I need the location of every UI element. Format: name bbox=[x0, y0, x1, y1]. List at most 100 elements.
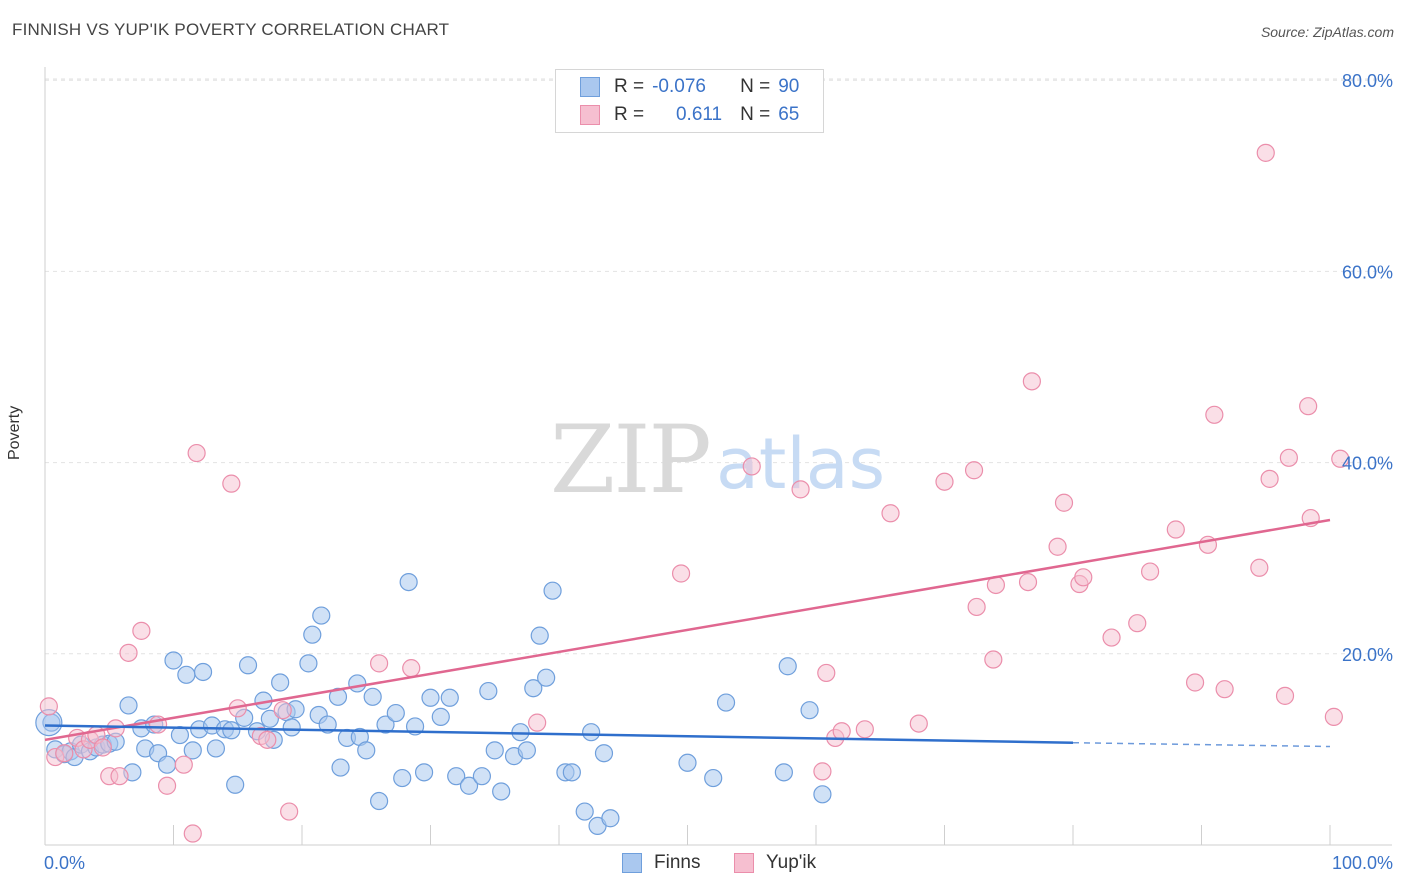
finns-legend-label: Finns bbox=[654, 852, 701, 873]
bottom-legend-yupik: Yup'ik bbox=[734, 852, 816, 874]
finns-point bbox=[492, 782, 511, 801]
yupik-point bbox=[183, 824, 202, 843]
finns-point bbox=[678, 753, 697, 772]
finns-point bbox=[357, 741, 376, 760]
finns-point bbox=[222, 721, 241, 740]
finns-n-label: N = bbox=[740, 76, 771, 97]
legend-row-finns: R = -0.076 N = 90 bbox=[556, 73, 799, 101]
finns-point bbox=[282, 718, 301, 737]
yupik-point bbox=[855, 720, 874, 739]
yupik-point bbox=[1166, 520, 1185, 539]
yupik-point bbox=[55, 744, 74, 763]
finns-point bbox=[177, 665, 196, 684]
yupik-point bbox=[1185, 673, 1205, 692]
finns-point bbox=[440, 688, 459, 707]
yupik-point bbox=[1018, 572, 1038, 592]
finns-point bbox=[421, 688, 440, 707]
yupik-point bbox=[671, 564, 691, 583]
yupik-point bbox=[935, 472, 954, 491]
yupik-trend-line bbox=[44, 518, 1331, 742]
y-tick-label: 60.0% bbox=[1342, 262, 1393, 282]
x-tick-label: 0.0% bbox=[44, 853, 85, 873]
finns-point bbox=[800, 701, 819, 720]
yupik-point bbox=[273, 701, 292, 720]
yupik-point bbox=[813, 762, 832, 781]
finns-point bbox=[447, 767, 466, 786]
yupik-point bbox=[742, 457, 761, 476]
yupik-point bbox=[1054, 493, 1074, 512]
finns-point bbox=[582, 723, 601, 742]
finns-point bbox=[157, 755, 177, 774]
finns-point bbox=[376, 715, 395, 734]
finns-point bbox=[393, 768, 412, 788]
yupik-point bbox=[119, 643, 138, 662]
watermark-zip: ZIP bbox=[550, 406, 710, 515]
yupik-point bbox=[39, 697, 58, 716]
source-credit: Source: ZipAtlas.com bbox=[1260, 24, 1394, 40]
yupik-point bbox=[1205, 405, 1224, 424]
finns-point bbox=[472, 767, 491, 786]
yupik-point bbox=[1022, 372, 1041, 391]
yupik-legend-label: Yup'ik bbox=[766, 852, 817, 873]
axes bbox=[44, 67, 1392, 846]
finns-point bbox=[206, 739, 226, 758]
finns-point bbox=[517, 741, 536, 760]
yupik-point bbox=[1275, 686, 1295, 705]
correlation-legend: R = -0.076 N = 90 R = 0.611 N = 65 bbox=[555, 69, 824, 133]
finns-point bbox=[386, 703, 405, 723]
yupik-point bbox=[110, 767, 129, 786]
finns-point bbox=[193, 662, 213, 682]
finns-point bbox=[704, 768, 723, 788]
yupik-point bbox=[174, 755, 193, 774]
yupik-legend-swatch bbox=[734, 853, 754, 873]
yupik-point bbox=[1102, 628, 1121, 647]
finns-trend-line bbox=[44, 724, 1074, 744]
finns-point bbox=[370, 791, 389, 811]
yupik-point bbox=[791, 480, 810, 499]
yupik-point bbox=[1250, 558, 1269, 577]
grid-lines bbox=[45, 78, 1392, 655]
tick-labels: 20.0% 40.0% 60.0% 80.0% 0.0% 100.0% bbox=[44, 71, 1393, 873]
finns-point bbox=[813, 785, 832, 804]
yupik-point bbox=[187, 443, 206, 463]
yupik-point bbox=[528, 713, 547, 732]
yupik-point bbox=[258, 730, 277, 749]
yupik-point bbox=[1256, 143, 1275, 162]
legend-row-yupik: R = 0.611 N = 65 bbox=[556, 101, 799, 129]
finns-point bbox=[431, 707, 450, 726]
finns-point bbox=[601, 809, 620, 828]
finns-point bbox=[328, 687, 348, 706]
y-tick-label: 40.0% bbox=[1342, 454, 1393, 474]
finns-point bbox=[562, 763, 581, 782]
yupik-point bbox=[402, 659, 421, 678]
yupik-point bbox=[280, 802, 299, 821]
finns-point bbox=[303, 625, 322, 644]
finns-point bbox=[170, 725, 190, 745]
bottom-legend-finns: Finns bbox=[622, 852, 700, 874]
finns-point bbox=[164, 651, 183, 670]
finns-point bbox=[260, 709, 279, 728]
finns-point bbox=[575, 802, 594, 821]
finns-swatch bbox=[580, 77, 600, 97]
finns-point bbox=[331, 758, 350, 777]
finns-points bbox=[35, 572, 832, 835]
finns-point bbox=[778, 657, 797, 676]
yupik-point bbox=[909, 714, 928, 733]
finns-n-value: 90 bbox=[778, 76, 800, 97]
yupik-n-label: N = bbox=[740, 104, 771, 125]
yupik-r-label: R = bbox=[614, 104, 645, 125]
finns-point bbox=[318, 715, 337, 734]
yupik-n-value: 65 bbox=[778, 104, 800, 125]
finns-r-value: -0.076 bbox=[652, 76, 706, 97]
finns-point bbox=[479, 681, 498, 701]
finns-point bbox=[716, 693, 736, 712]
yupik-point bbox=[964, 461, 984, 480]
yupik-point bbox=[157, 776, 177, 795]
finns-point bbox=[414, 763, 434, 782]
y-tick-label: 80.0% bbox=[1342, 71, 1393, 91]
finns-trend-extension bbox=[1072, 741, 1331, 748]
finns-point bbox=[183, 741, 202, 760]
finns-point bbox=[524, 679, 543, 698]
finns-point bbox=[299, 654, 318, 673]
